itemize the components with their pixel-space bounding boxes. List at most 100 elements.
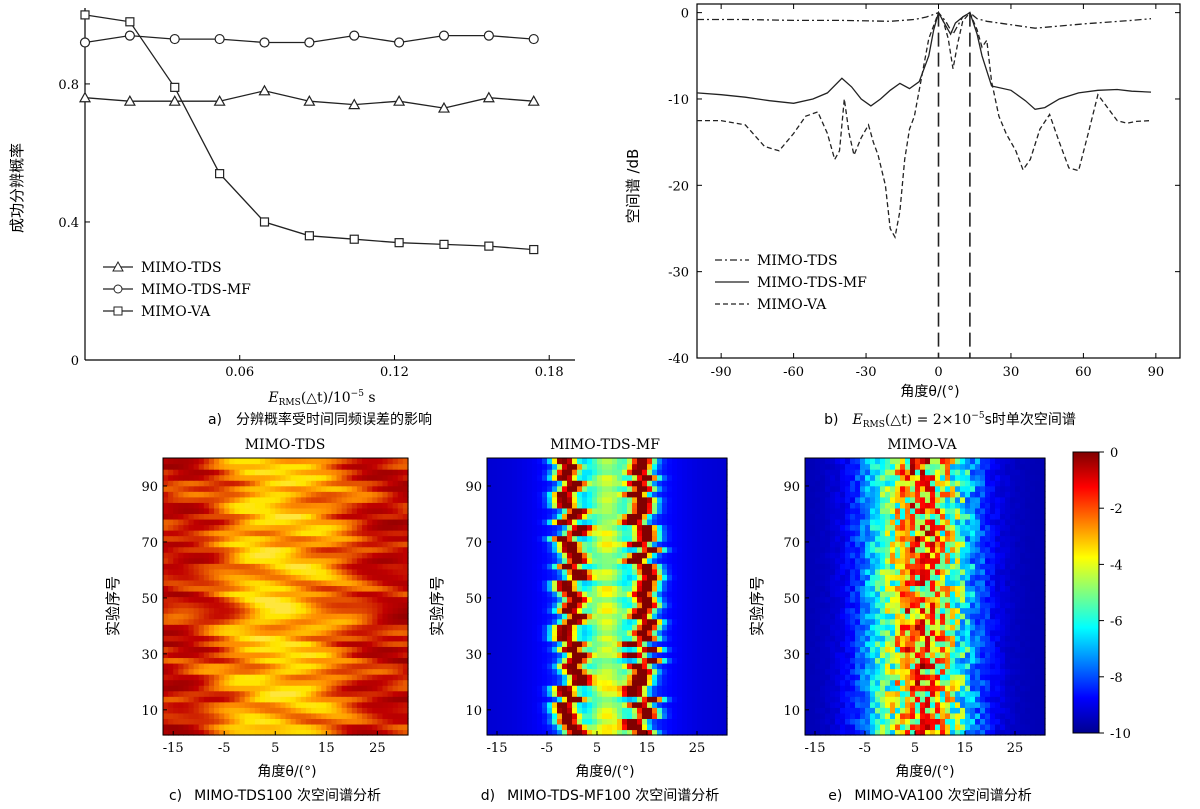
heatmap-cell (259, 607, 266, 614)
heatmap-cell (622, 563, 628, 570)
heatmap-cell (642, 674, 648, 681)
heatmap-cell (244, 574, 251, 581)
heatmap-cell (497, 640, 503, 647)
heatmap-cell (687, 552, 693, 559)
heatmap-cell (311, 602, 317, 609)
heatmap-cell (562, 518, 568, 526)
heatmap-cell (198, 502, 205, 509)
heatmap-cell (193, 607, 200, 614)
heatmap-cell (305, 518, 312, 526)
heatmap-cell (637, 596, 643, 603)
heatmap-cell (602, 701, 608, 708)
heatmap-cell (198, 546, 205, 553)
heatmap-cell (547, 502, 553, 509)
heatmap-cell (295, 541, 302, 548)
heatmap-cell (239, 690, 246, 697)
heatmap-cell (617, 541, 623, 548)
heatmap-cell (617, 596, 623, 603)
heatmap-cell (275, 579, 281, 587)
heatmap-cell (377, 657, 384, 664)
heatmap-cell (692, 624, 698, 631)
heatmap-cell (582, 463, 588, 470)
heatmap-cell (642, 690, 648, 697)
heatmap-cell (592, 502, 598, 509)
heatmap-cell (193, 502, 200, 509)
heatmap-cell (687, 563, 693, 570)
heatmap-cell (582, 579, 588, 587)
heatmap-cell (682, 646, 688, 653)
heatmap-cell (351, 602, 358, 609)
heatmap-cell (702, 651, 708, 659)
chart-a-point (393, 94, 406, 106)
heatmap-cell (341, 624, 348, 631)
heatmap-cell (280, 679, 287, 686)
heatmap-cell (532, 469, 538, 476)
heatmap-cell (290, 502, 297, 509)
heatmap-cell (239, 513, 246, 520)
heatmap-cell (295, 463, 302, 470)
heatmap-cell (582, 640, 588, 647)
heatmap-cell (692, 557, 698, 564)
heatmap-cell (707, 496, 713, 503)
heatmap-cell (577, 690, 583, 697)
heatmap-cell (290, 618, 297, 625)
heatmap-cell (717, 651, 723, 659)
heatmap-cell (572, 502, 578, 509)
heatmap-cell (712, 496, 718, 503)
heatmap-cell (562, 635, 568, 642)
heatmap-cell (326, 513, 333, 520)
heatmap-cell (229, 618, 236, 625)
heatmap-cell (632, 613, 638, 620)
heatmap-cell (290, 629, 297, 636)
heatmap-cell (587, 563, 593, 570)
heatmap-cell (662, 640, 668, 647)
heatmap-cell (722, 729, 728, 736)
heatmap-cell (239, 546, 246, 553)
heatmap-cell (178, 485, 185, 492)
heatmap-cell (502, 679, 508, 686)
heatmap-cell (178, 535, 185, 542)
heatmap-cell (311, 546, 317, 553)
chart-a-y-tick-label: 0.8 (58, 78, 79, 93)
heatmap-cell (316, 596, 322, 603)
heatmap-cell (300, 607, 307, 614)
heatmap-cell (254, 701, 261, 708)
heatmap-cell (300, 729, 307, 736)
heatmap-cell (677, 662, 683, 670)
heatmap-cell (562, 657, 568, 664)
heatmap-cell (672, 729, 678, 736)
heatmap-cell (622, 507, 628, 514)
chart-a-point (168, 94, 181, 106)
heatmap-cell (652, 707, 658, 714)
heatmap-cell (295, 557, 302, 564)
heatmap-cell (244, 701, 251, 708)
heatmap-cell (522, 563, 528, 570)
heatmap-cell (702, 696, 708, 703)
heatmap-cell (259, 651, 266, 659)
heatmap-cell (178, 590, 185, 598)
heatmap-cell (362, 596, 368, 603)
heatmap-cell (707, 458, 713, 465)
heatmap-cell (362, 557, 368, 564)
heatmap-cell (326, 502, 333, 509)
heatmap-cell (219, 640, 225, 647)
heatmap-cell (687, 557, 693, 564)
heatmap-cell (346, 624, 353, 631)
heatmap-cell (487, 707, 493, 714)
heatmap-cell (290, 712, 297, 719)
heatmap-cell (582, 541, 588, 548)
heatmap-cell (163, 640, 169, 647)
heatmap-cell (178, 474, 185, 481)
heatmap-cell (295, 668, 302, 675)
heatmap-cell (547, 662, 553, 670)
heatmap-cell (707, 629, 713, 636)
heatmap-cell (321, 590, 327, 598)
heatmap-cell (188, 729, 195, 736)
heatmap-cell (254, 729, 261, 736)
heatmap-cell (265, 629, 271, 636)
heatmap-cell (632, 651, 638, 659)
heatmap-cell (280, 474, 287, 481)
heatmap-cell (572, 568, 578, 575)
heatmap-cell (662, 480, 668, 487)
heatmap-cell (662, 463, 668, 470)
